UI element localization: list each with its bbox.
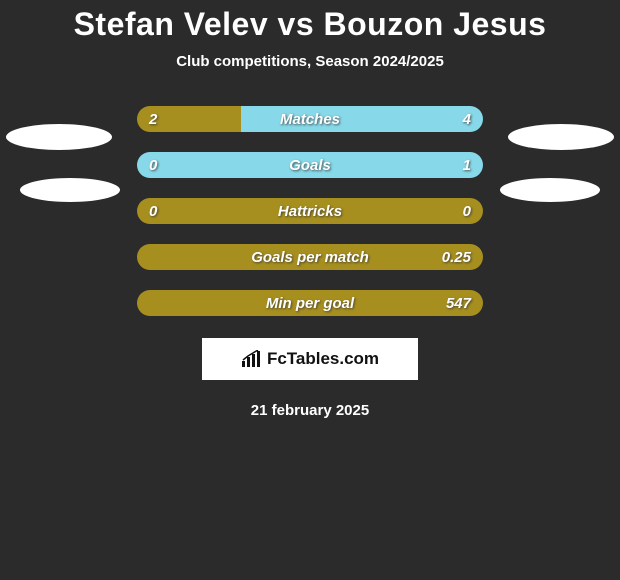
bar-value-right: 547 bbox=[446, 290, 471, 316]
brand-logo-box: FcTables.com bbox=[202, 338, 418, 380]
bar-row-goals-per-match: Goals per match 0.25 bbox=[137, 244, 483, 270]
bar-label: Hattricks bbox=[137, 198, 483, 224]
subtitle: Club competitions, Season 2024/2025 bbox=[0, 53, 620, 70]
avatar-placeholder-left-2 bbox=[20, 178, 120, 202]
bar-label: Goals per match bbox=[137, 244, 483, 270]
brand-text: FcTables.com bbox=[267, 349, 379, 369]
bar-row-matches: 2 Matches 4 bbox=[137, 106, 483, 132]
bar-label: Matches bbox=[137, 106, 483, 132]
bar-label: Goals bbox=[137, 152, 483, 178]
bar-label: Min per goal bbox=[137, 290, 483, 316]
bar-value-right: 1 bbox=[463, 152, 471, 178]
bar-chart-icon bbox=[241, 350, 263, 368]
avatar-placeholder-right-2 bbox=[500, 178, 600, 202]
avatar-placeholder-right-1 bbox=[508, 124, 614, 150]
bar-row-goals: 0 Goals 1 bbox=[137, 152, 483, 178]
avatar-placeholder-left-1 bbox=[6, 124, 112, 150]
bar-value-right: 0 bbox=[463, 198, 471, 224]
page-title: Stefan Velev vs Bouzon Jesus bbox=[0, 0, 620, 43]
date-text: 21 february 2025 bbox=[0, 402, 620, 419]
bar-value-right: 4 bbox=[463, 106, 471, 132]
bar-row-min-per-goal: Min per goal 547 bbox=[137, 290, 483, 316]
bar-value-right: 0.25 bbox=[442, 244, 471, 270]
bar-row-hattricks: 0 Hattricks 0 bbox=[137, 198, 483, 224]
